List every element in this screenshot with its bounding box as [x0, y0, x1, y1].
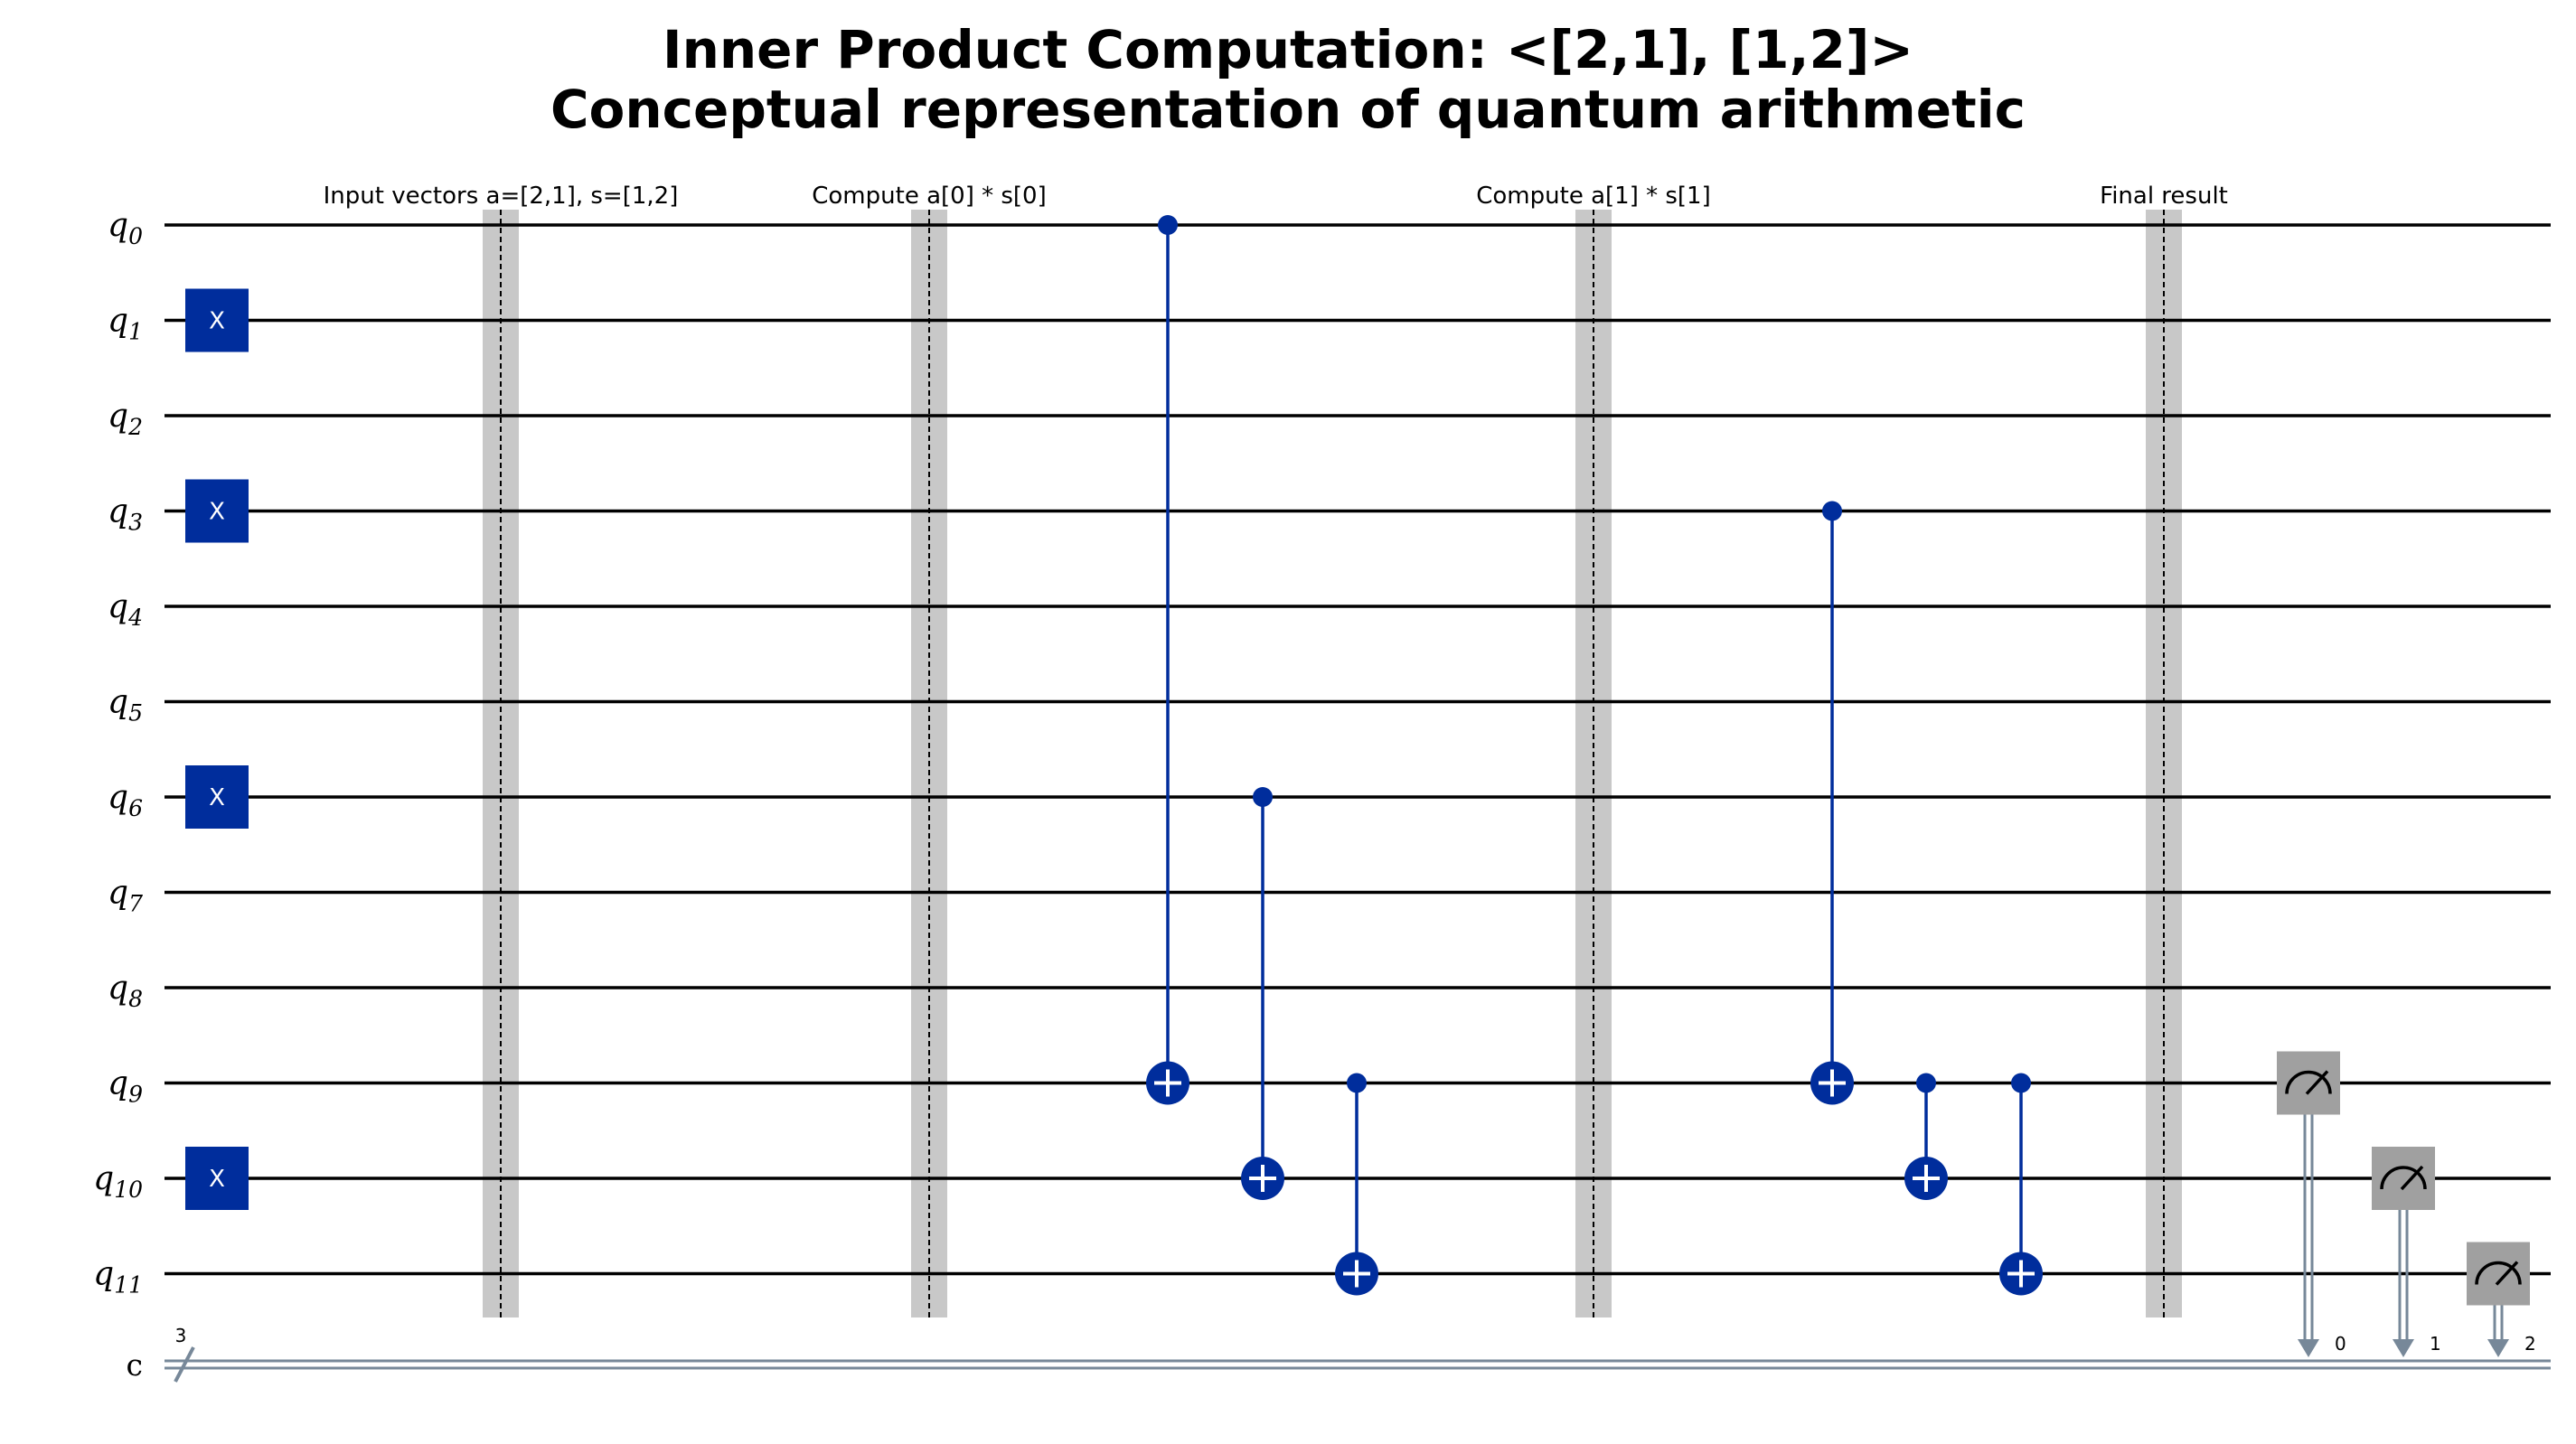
x-gate-label: X	[209, 1166, 225, 1193]
x-gate-box	[185, 1147, 249, 1210]
barrier-label: Compute a[0] * s[0]	[812, 183, 1047, 210]
cnot-control-dot	[1158, 215, 1178, 235]
measure-box	[2277, 1051, 2340, 1115]
cnot-gate	[1999, 1073, 2043, 1296]
qubit-label: q1	[108, 303, 143, 345]
measure-bit-index: 1	[2430, 1333, 2441, 1355]
cnot-control-dot	[1347, 1073, 1367, 1093]
qubit-label: q2	[108, 398, 143, 440]
cnot-control-dot	[1916, 1073, 1936, 1093]
qubit-label-index: 3	[128, 510, 143, 536]
barrier: Compute a[0] * s[0]	[812, 183, 1047, 1317]
qubit-label-index: 8	[128, 986, 143, 1012]
qubit-label-name: q	[108, 588, 128, 625]
barriers-layer: Input vectors a=[2,1], s=[1,2] Compute a[…	[324, 183, 2228, 1317]
measure-gate: 1	[2372, 1147, 2441, 1357]
measure-arrowhead	[2298, 1339, 2319, 1357]
qubit-label: q7	[108, 875, 143, 917]
x-gate-box	[185, 288, 249, 352]
qubit-label-name: q	[93, 1160, 114, 1197]
qubit-label: q9	[108, 1065, 143, 1108]
title-line-1: Inner Product Computation: <[2,1], [1,2]…	[663, 19, 1913, 80]
qubit-label-index: 0	[128, 223, 143, 249]
cnot-gate	[1241, 787, 1284, 1200]
x-gate: X	[185, 765, 249, 829]
measure-gate: 2	[2467, 1242, 2536, 1357]
qubit-label-index: 6	[128, 795, 143, 821]
title-line-2: Conceptual representation of quantum ari…	[550, 79, 2026, 140]
x-gate: X	[185, 479, 249, 543]
qubit-label-index: 10	[114, 1177, 143, 1203]
qubit-label: q0	[108, 207, 143, 249]
barrier-label: Final result	[2100, 183, 2228, 210]
qubit-label-name: q	[108, 1065, 128, 1102]
register-size: 3	[175, 1325, 187, 1346]
meter-needle	[2495, 1261, 2519, 1286]
x-gate: X	[185, 1147, 249, 1210]
qubit-label-index: 4	[127, 605, 143, 631]
measure-box	[2467, 1242, 2530, 1306]
cnot-control-dot	[2011, 1073, 2031, 1093]
qubit-label-index: 5	[128, 700, 143, 727]
x-gate-label: X	[209, 499, 225, 526]
measure-box	[2372, 1147, 2435, 1210]
qubit-label-name: q	[108, 970, 128, 1007]
cnot-control-dot	[1253, 787, 1273, 807]
qubit-label-name: q	[108, 875, 128, 912]
measure-bit-index: 0	[2335, 1333, 2346, 1355]
cnot-gate	[1810, 501, 1854, 1105]
barrier-label: Input vectors a=[2,1], s=[1,2]	[324, 183, 679, 210]
qubit-label-name: q	[108, 303, 128, 340]
x-gate-label: X	[209, 784, 225, 811]
meter-arc	[2380, 1166, 2427, 1190]
classical-register-label: c	[127, 1347, 143, 1383]
qubit-label: q11	[93, 1256, 143, 1299]
x-gate: X	[185, 288, 249, 352]
meter-arc	[2475, 1261, 2522, 1285]
barrier-label: Compute a[1] * s[1]	[1476, 183, 1711, 210]
qubit-label: q4	[108, 588, 143, 631]
qubit-label: q3	[108, 493, 143, 536]
x-gate-box	[185, 479, 249, 543]
cnot-gate	[1904, 1073, 1948, 1200]
qubit-label: q10	[93, 1160, 143, 1203]
qubit-label-name: q	[108, 493, 128, 530]
qubit-label-index: 9	[128, 1082, 143, 1108]
cnot-gate	[1146, 215, 1189, 1105]
measure-arrowhead	[2487, 1339, 2509, 1357]
qubit-label-name: q	[108, 684, 128, 721]
qubit-label-name: q	[108, 779, 128, 816]
x-gate-box	[185, 765, 249, 829]
qubit-label-name: q	[108, 398, 128, 435]
measure-gate: 0	[2277, 1051, 2346, 1357]
qubit-label-index: 11	[114, 1272, 143, 1299]
register-slash	[174, 1346, 195, 1383]
qubit-label: q5	[108, 684, 143, 727]
x-gate-label: X	[209, 308, 225, 335]
qubit-label: q8	[108, 970, 143, 1012]
qubit-label-index: 1	[128, 319, 143, 345]
meter-needle	[2400, 1165, 2424, 1191]
wires-layer: 3	[165, 223, 2551, 1383]
cnot-control-dot	[1822, 501, 1842, 521]
measure-bit-index: 2	[2524, 1333, 2536, 1355]
qubit-label-name: q	[93, 1256, 114, 1293]
measure-arrowhead	[2393, 1339, 2414, 1357]
classical-wire: 3	[165, 1325, 2551, 1383]
barrier: Compute a[1] * s[1]	[1476, 183, 1711, 1317]
meter-arc	[2285, 1070, 2332, 1094]
cnot-gate	[1335, 1073, 1378, 1296]
qubit-label-name: q	[108, 207, 128, 244]
barrier: Input vectors a=[2,1], s=[1,2]	[324, 183, 679, 1317]
barrier: Final result	[2100, 183, 2228, 1317]
qubit-label-index: 2	[127, 414, 143, 440]
gates-layer: X X X X 0 1 2	[185, 215, 2536, 1357]
qubit-label: q6	[108, 779, 143, 821]
meter-needle	[2305, 1070, 2329, 1095]
qubit-label-index: 7	[128, 891, 143, 917]
